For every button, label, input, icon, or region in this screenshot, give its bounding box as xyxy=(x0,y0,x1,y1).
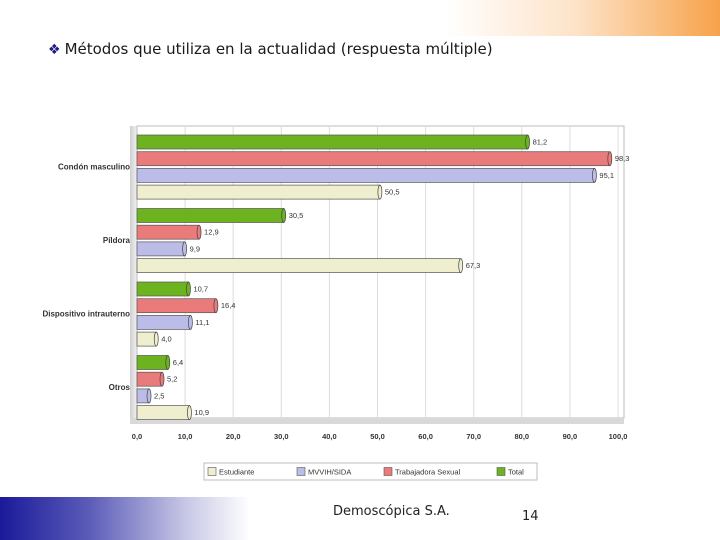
slide-title-text: Métodos que utiliza en la actualidad (re… xyxy=(64,40,493,58)
diamond-bullet-icon: ❖ xyxy=(48,42,61,58)
data-label: 10,7 xyxy=(193,285,208,294)
bar-total xyxy=(136,134,528,150)
bar-end-cap xyxy=(165,355,171,370)
bar-end-cap xyxy=(607,151,613,167)
legend-label: Trabajadora Sexual xyxy=(395,468,461,477)
data-label: 9,9 xyxy=(190,244,200,253)
legend-label: Total xyxy=(508,468,524,477)
data-label: 2,5 xyxy=(154,391,164,400)
legend-label: Estudiante xyxy=(219,468,254,477)
footer-company: Demoscópica S.A. xyxy=(333,504,450,519)
bar-end-cap xyxy=(377,184,383,200)
plot-floor xyxy=(130,418,624,424)
legend-swatch-trabajadora-sexual xyxy=(383,467,393,476)
x-tick-label: 10,0 xyxy=(178,432,193,441)
data-label: 30,5 xyxy=(289,211,304,220)
bar-estudiante xyxy=(136,331,157,347)
x-tick-labels: 0,0 10,0 20,0 30,0 40,0 50,0 60,0 70,0 80,0 90,0 1… xyxy=(132,432,628,441)
legend-swatch-estudiante xyxy=(207,467,217,476)
bars xyxy=(136,134,613,420)
data-label: 6,4 xyxy=(173,358,183,367)
legend: Estudiante MVVIH/SIDA Trabajadora Sexual To… xyxy=(203,462,538,481)
legend-swatch-mvvih-sida xyxy=(296,467,306,476)
plot-side-wall xyxy=(130,126,137,418)
data-label: 10,9 xyxy=(194,408,209,417)
category-labels: Condón masculino Píldora Dispositivo intra… xyxy=(42,163,130,392)
bar-end-cap xyxy=(213,298,219,314)
bar-end-cap xyxy=(281,208,287,223)
footer-gradient-bar xyxy=(0,497,250,540)
x-tick-label: 100,0 xyxy=(609,432,628,441)
x-tick-label: 40,0 xyxy=(322,432,337,441)
bar-end-cap xyxy=(159,371,165,387)
bar-trabajadora-sexual xyxy=(136,224,200,240)
bar-estudiante xyxy=(136,184,381,200)
data-label: 50,5 xyxy=(385,188,400,197)
category-label: Condón masculino xyxy=(58,163,130,172)
x-tick-label: 90,0 xyxy=(563,432,578,441)
bar-total xyxy=(136,355,169,370)
bar-end-cap xyxy=(153,331,159,347)
legend-swatch-total xyxy=(496,467,506,476)
bar-estudiante xyxy=(136,258,462,273)
x-tick-label: 60,0 xyxy=(418,432,433,441)
value-labels: 81,2 98,395,1 50,5 30,5 12,9 9,9 67,3 10,7 16,4 1… xyxy=(154,138,629,418)
data-label: 4,0 xyxy=(161,335,171,344)
bar-total xyxy=(136,208,285,223)
bar-end-cap xyxy=(525,134,530,150)
bar-end-cap xyxy=(186,281,191,297)
data-label: 16,4 xyxy=(221,301,236,310)
bar-mvvih-sida xyxy=(136,168,595,183)
x-tick-label: 30,0 xyxy=(274,432,289,441)
page-number: 14 xyxy=(522,509,539,524)
data-label: 5,2 xyxy=(167,375,177,384)
data-label: 67,3 xyxy=(466,261,481,270)
x-tick-label: 80,0 xyxy=(514,432,529,441)
x-tick-label: 50,0 xyxy=(370,432,385,441)
bar-mvvih-sida xyxy=(136,315,191,330)
bar-trabajadora-sexual xyxy=(136,371,163,387)
category-label: Dispositivo intrauterno xyxy=(42,310,130,319)
x-tick-label: 70,0 xyxy=(466,432,481,441)
bar-estudiante xyxy=(136,405,190,420)
bar-end-cap xyxy=(188,315,193,330)
data-label: 81,2 xyxy=(533,138,548,147)
data-label: 12,9 xyxy=(204,228,219,237)
bar-end-cap xyxy=(146,388,152,404)
bar-end-cap xyxy=(458,258,464,273)
x-tick-label: 20,0 xyxy=(226,432,241,441)
slide-title: ❖ Métodos que utiliza en la actualidad (r… xyxy=(48,40,493,58)
header-gradient-bar xyxy=(0,0,720,36)
category-label: Píldora xyxy=(103,236,131,245)
bar-trabajadora-sexual xyxy=(136,151,611,167)
bar-end-cap xyxy=(182,241,187,257)
bar-trabajadora-sexual xyxy=(136,298,217,314)
legend-box xyxy=(203,462,538,481)
data-label: 11,1 xyxy=(195,318,209,327)
bar-total xyxy=(136,281,189,297)
x-tick-label: 0,0 xyxy=(132,432,142,441)
category-label: Otros xyxy=(109,383,131,392)
bar-mvvih-sida xyxy=(136,241,185,257)
bar-end-cap xyxy=(592,168,597,183)
data-label: 95,1 xyxy=(599,171,614,180)
legend-label: MVVIH/SIDA xyxy=(308,468,351,477)
bar-end-cap xyxy=(187,405,192,420)
bar-end-cap xyxy=(196,224,202,240)
data-label: 98,3 xyxy=(615,154,630,163)
